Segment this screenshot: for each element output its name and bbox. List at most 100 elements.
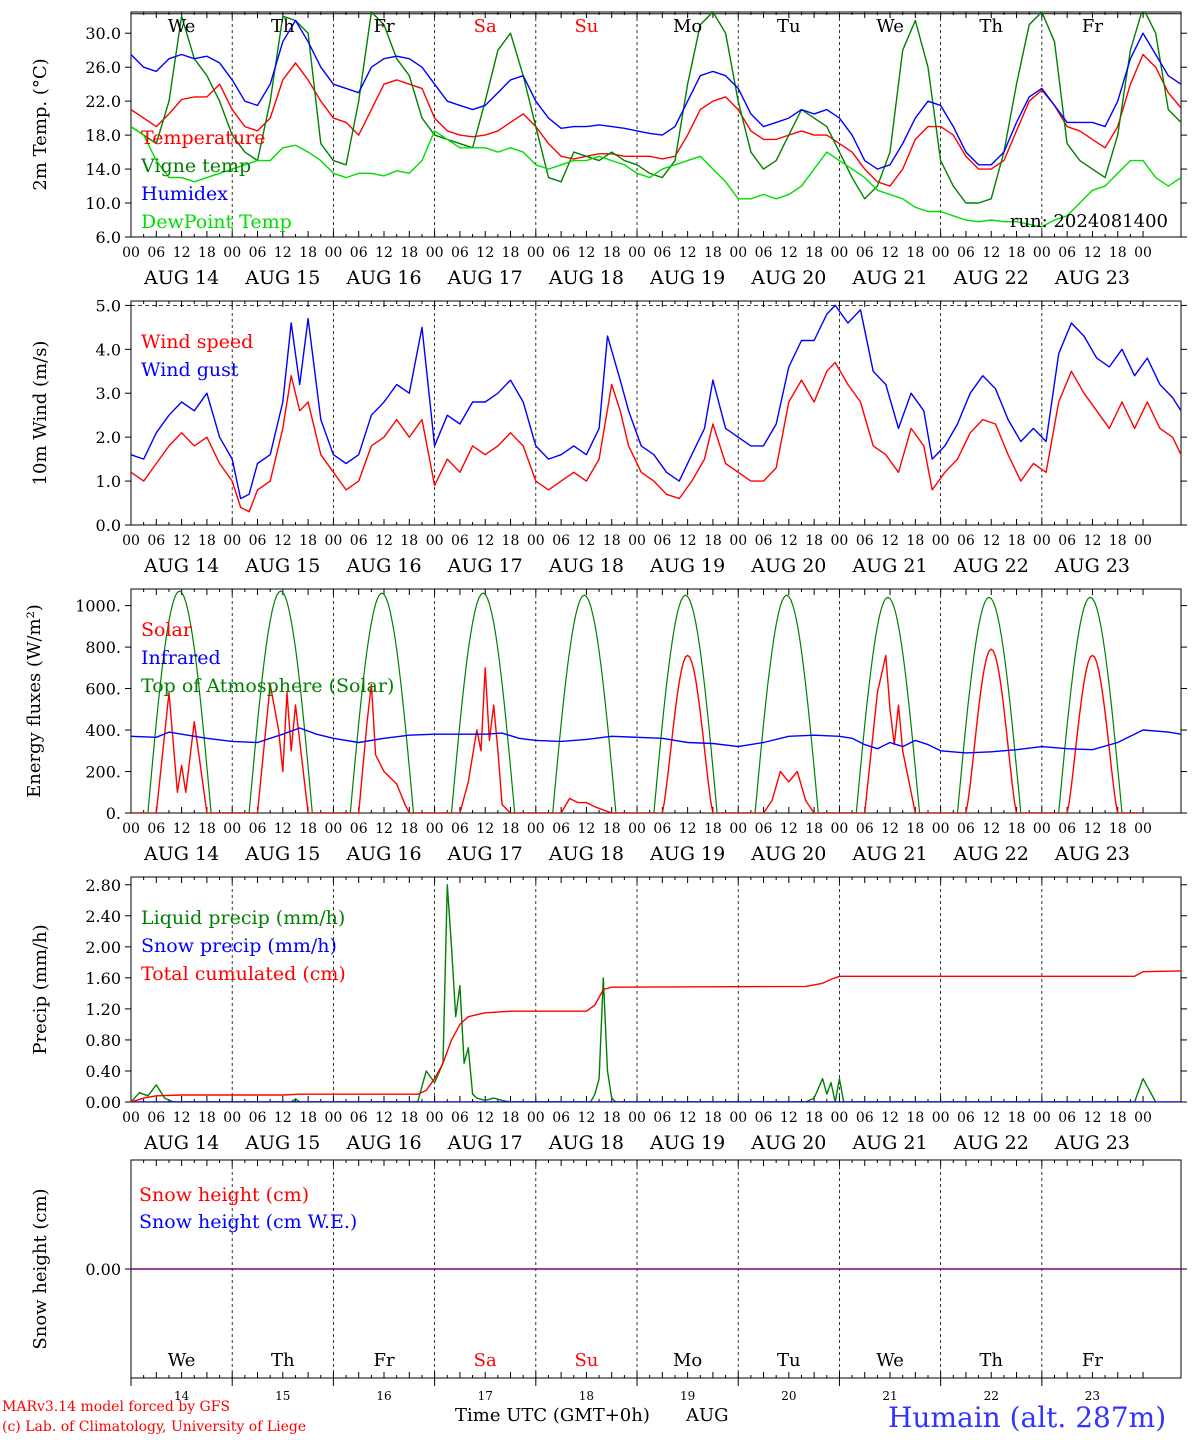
hour-tick-label: 00	[324, 821, 342, 837]
date-label: AUG 21	[851, 555, 927, 577]
hour-tick-label: 06	[552, 821, 570, 837]
hour-tick-label: 18	[704, 533, 722, 549]
toa-solar-line	[535, 594, 637, 813]
hour-tick-label: 12	[1084, 1110, 1102, 1126]
legend-vigne-temp: Vigne temp	[140, 155, 251, 177]
series-group	[131, 304, 1181, 513]
y-tick-label: 2.00	[85, 938, 121, 957]
date-label: AUG 19	[649, 843, 725, 865]
date-label: AUG 21	[851, 267, 927, 289]
hour-tick-label: 18	[1008, 533, 1026, 549]
hour-tick-label: 12	[1084, 533, 1102, 549]
hour-tick-label: 12	[780, 821, 798, 837]
day-number-label: 17	[478, 1389, 493, 1403]
hour-tick-label: 06	[755, 821, 773, 837]
date-label: AUG 18	[548, 555, 624, 577]
hour-tick-label: 00	[122, 533, 140, 549]
hour-tick-label: 00	[223, 1110, 241, 1126]
solar-line	[940, 648, 1042, 813]
hour-tick-label: 06	[147, 821, 165, 837]
hour-tick-label: 00	[527, 533, 545, 549]
hour-tick-label: 12	[274, 533, 292, 549]
hour-tick-label: 00	[122, 1110, 140, 1126]
day-number-label: 18	[579, 1389, 594, 1403]
hour-tick-label: 06	[957, 533, 975, 549]
model-credit-line1: MARv3.14 model forced by GFS	[2, 1399, 231, 1415]
hour-tick-label: 18	[1008, 1110, 1026, 1126]
hour-tick-label: 18	[704, 821, 722, 837]
y-tick-label: 0.	[106, 804, 121, 823]
hour-tick-label: 12	[578, 245, 596, 261]
hour-tick-label: 06	[856, 533, 874, 549]
weekday-label: Th	[271, 1350, 295, 1371]
date-label: AUG 23	[1054, 1132, 1130, 1154]
month-label: AUG	[686, 1405, 729, 1426]
date-label: AUG 14	[143, 267, 219, 289]
legend-snow-height-cm-w-e: Snow height (cm W.E.)	[139, 1211, 357, 1233]
hour-tick-label: 12	[476, 533, 494, 549]
hour-tick-label: 06	[350, 821, 368, 837]
hour-tick-label: 06	[552, 245, 570, 261]
hour-tick-label: 00	[628, 821, 646, 837]
date-label: AUG 22	[953, 1132, 1029, 1154]
time-axis-label: Time UTC (GMT+0h)	[455, 1405, 650, 1426]
hour-tick-label: 12	[982, 245, 1000, 261]
hour-tick-label: 00	[729, 1110, 747, 1126]
date-label: AUG 17	[447, 843, 523, 865]
panel-precip: 0.00 0.40 0.80 1.20 1.60 2.00 2.40 2.80 Precip (…	[30, 876, 1187, 1154]
date-label: AUG 20	[750, 1132, 826, 1154]
toa-solar-line	[637, 594, 739, 813]
hour-tick-label: 06	[147, 1110, 165, 1126]
date-label: AUG 23	[1054, 555, 1130, 577]
hour-tick-label: 12	[476, 821, 494, 837]
date-label: AUG 14	[143, 843, 219, 865]
hour-tick-label: 00	[1033, 533, 1051, 549]
weekday-label: Tu	[777, 1350, 801, 1371]
y-tick-label: 400.	[85, 721, 121, 740]
toa-solar-line	[940, 596, 1042, 813]
series-line-liquid-precip-mm-h	[131, 884, 1157, 1102]
solar-line	[535, 797, 637, 813]
hour-tick-label: 06	[451, 821, 469, 837]
solar-line	[434, 667, 536, 813]
hour-tick-label: 06	[350, 245, 368, 261]
hour-tick-label: 00	[324, 1110, 342, 1126]
hour-tick-label: 06	[249, 821, 267, 837]
date-label: AUG 19	[649, 267, 725, 289]
hour-tick-label: 18	[1008, 821, 1026, 837]
hour-tick-label: 00	[628, 1110, 646, 1126]
y-tick-label: 0.40	[85, 1062, 121, 1081]
legend-solar: Solar	[141, 619, 193, 641]
date-label: AUG 14	[143, 1132, 219, 1154]
weekday-label: Th	[979, 16, 1003, 37]
date-label: AUG 22	[953, 843, 1029, 865]
hour-tick-label: 00	[527, 245, 545, 261]
hour-tick-label: 18	[704, 1110, 722, 1126]
y-tick-label: 2.0	[96, 428, 121, 447]
hour-tick-label: 18	[1008, 245, 1026, 261]
hour-tick-label: 00	[1033, 1110, 1051, 1126]
date-label: AUG 20	[750, 555, 826, 577]
y-tick-label: 2.80	[85, 876, 121, 895]
hour-tick-label: 06	[249, 245, 267, 261]
hour-tick-label: 00	[527, 821, 545, 837]
hour-tick-label: 06	[1058, 821, 1076, 837]
hour-tick-label: 12	[476, 245, 494, 261]
hour-tick-label: 00	[1134, 1110, 1152, 1126]
date-label: AUG 20	[750, 843, 826, 865]
hour-tick-label: 12	[881, 1110, 899, 1126]
hour-tick-label: 18	[906, 821, 924, 837]
hour-tick-label: 00	[223, 821, 241, 837]
toa-solar-line	[1041, 596, 1143, 813]
plot-frame	[130, 588, 1182, 814]
hour-tick-label: 00	[426, 533, 444, 549]
hour-tick-label: 06	[1058, 1110, 1076, 1126]
hour-tick-label: 18	[906, 533, 924, 549]
day-number-label: 19	[680, 1389, 695, 1403]
hour-tick-label: 12	[578, 1110, 596, 1126]
weekday-label: We	[876, 16, 904, 37]
hour-tick-label: 00	[426, 245, 444, 261]
hour-tick-label: 18	[704, 245, 722, 261]
hour-tick-label: 18	[906, 245, 924, 261]
series-line-wind-speed	[131, 361, 1181, 513]
